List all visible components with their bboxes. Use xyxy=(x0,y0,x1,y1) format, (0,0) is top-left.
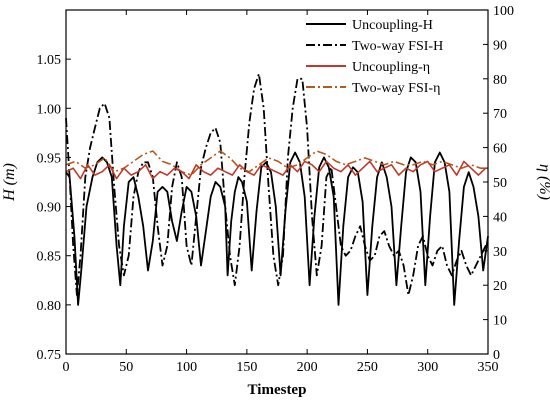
y-right-tick-label: 80 xyxy=(493,73,507,88)
x-tick-label: 200 xyxy=(297,360,318,375)
plot-lines xyxy=(65,73,489,306)
y-right-tick-label: 30 xyxy=(493,245,507,260)
y-right-tick-label: 50 xyxy=(493,176,507,191)
y-left-tick-label: 0.90 xyxy=(37,201,62,216)
y-left-tick-label: 0.95 xyxy=(37,151,62,166)
x-tick-label: 0 xyxy=(63,360,70,375)
x-tick-label: 100 xyxy=(176,360,197,375)
y-right-tick-label: 60 xyxy=(493,142,507,157)
y-right-tick-label: 40 xyxy=(493,210,507,225)
legend-label: Uncoupling-η xyxy=(352,60,430,75)
series-line-0 xyxy=(65,151,489,306)
legend-label: Two-way FSI-H xyxy=(352,39,443,54)
y-left-tick-label: 0.75 xyxy=(37,348,62,363)
y-right-tick-label: 0 xyxy=(493,348,500,363)
x-tick-label: 350 xyxy=(478,360,499,375)
legend: Uncoupling-H Two-way FSI-H Uncoupling-η Two… xyxy=(306,18,443,96)
y-left-tick-label: 1.05 xyxy=(37,53,62,68)
x-tick-label: 250 xyxy=(357,360,378,375)
y-left-tick-label: 0.80 xyxy=(37,299,62,314)
legend-label: Uncoupling-H xyxy=(352,18,433,33)
x-tick-label: 300 xyxy=(417,360,438,375)
y-right-tick-label: 100 xyxy=(493,4,514,19)
series-line-3 xyxy=(65,150,488,176)
x-axis-label: Timestep xyxy=(248,382,307,398)
x-tick-label: 150 xyxy=(236,360,257,375)
y-right-tick-label: 20 xyxy=(493,279,507,294)
y-right-tick-label: 90 xyxy=(493,38,507,53)
y-right-tick-label: 10 xyxy=(493,314,507,329)
x-tick-label: 50 xyxy=(119,360,133,375)
y-left-tick-label: 0.85 xyxy=(37,250,62,265)
axes: 0 50 100 150 200 250 300 3500.750.800.850.900.9… xyxy=(37,4,515,375)
series-line-1 xyxy=(65,73,488,296)
y-right-tick-label: 70 xyxy=(493,107,507,122)
legend-label: Two-way FSI-η xyxy=(352,81,440,96)
y-left-axis-label: H (m) xyxy=(1,163,18,202)
y-right-axis-label: η (%) xyxy=(536,164,550,200)
series-line-2 xyxy=(65,160,488,180)
y-left-tick-label: 1.00 xyxy=(37,102,62,117)
